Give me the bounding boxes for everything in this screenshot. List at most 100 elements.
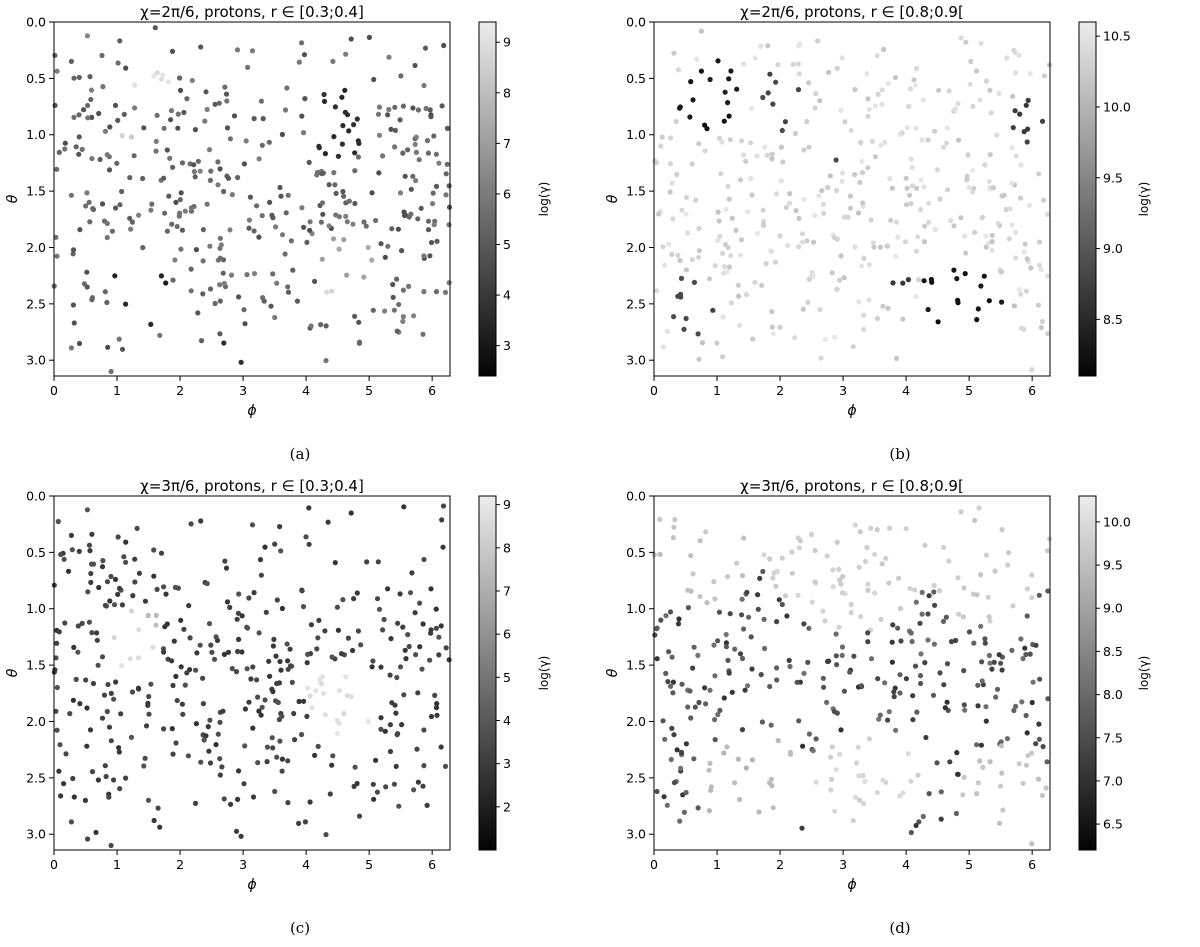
data-point-c xyxy=(205,724,211,730)
data-point-c xyxy=(220,708,226,714)
data-point-b xyxy=(678,275,685,281)
data-point-a xyxy=(177,197,183,203)
y-tick-label-c: 0.5 xyxy=(26,545,46,560)
panel-b: χ=2π/6, protons, r ∈ [0.8;0.9[0 1 2 3 4 5 6 0.0… xyxy=(600,0,1200,473)
data-point-a xyxy=(376,170,382,176)
scatter-plot-a: χ=2π/6, protons, r ∈ [0.3;0.4]0 1 2 3 4 5 60.0… xyxy=(5,3,551,419)
data-point-a xyxy=(161,125,167,131)
data-point-c xyxy=(123,559,129,565)
data-point-d xyxy=(922,542,928,548)
data-point-b xyxy=(674,172,680,178)
colorbar-a xyxy=(478,21,497,377)
data-point-c xyxy=(428,713,435,720)
data-point-a xyxy=(423,105,429,112)
y-tick-label-d: 1.0 xyxy=(626,601,646,616)
data-point-c xyxy=(132,579,138,585)
data-point-c xyxy=(234,616,240,622)
data-point-c xyxy=(378,664,384,670)
data-point-d xyxy=(1029,595,1035,601)
data-point-a xyxy=(85,115,91,121)
data-point-a xyxy=(234,47,241,53)
data-point-c xyxy=(207,760,214,766)
data-point-d xyxy=(923,734,929,741)
data-point-d xyxy=(654,625,660,631)
data-point-d xyxy=(1033,642,1039,648)
data-point-c xyxy=(103,603,109,609)
data-point-a xyxy=(412,141,418,147)
data-point-c xyxy=(308,622,314,628)
y-tick-label-b: 2.0 xyxy=(626,240,646,255)
data-point-a xyxy=(238,359,244,365)
data-point-b xyxy=(970,189,976,195)
data-point-a xyxy=(352,168,358,174)
data-point-b xyxy=(677,105,683,111)
data-point-a xyxy=(70,251,76,257)
data-point-c xyxy=(442,763,449,769)
data-point-a xyxy=(402,173,408,179)
data-point-a xyxy=(283,210,289,216)
y-axis-label-c: θ xyxy=(5,668,21,677)
data-point-a xyxy=(400,287,406,293)
data-point-d xyxy=(1033,741,1039,747)
data-point-d xyxy=(961,668,967,674)
data-point-d xyxy=(848,610,854,616)
data-point-c xyxy=(82,797,88,803)
data-point-c xyxy=(84,743,90,749)
data-point-c xyxy=(313,687,319,694)
data-point-b xyxy=(839,178,845,184)
data-point-d xyxy=(712,596,718,602)
data-point-b xyxy=(792,130,799,137)
data-point-a xyxy=(330,236,337,242)
data-point-c xyxy=(432,692,438,698)
data-point-d xyxy=(1045,696,1051,702)
data-point-b xyxy=(900,316,906,322)
data-point-d xyxy=(706,808,712,814)
data-point-d xyxy=(977,758,983,764)
data-point-c xyxy=(323,832,329,838)
data-point-b xyxy=(790,61,796,67)
data-point-a xyxy=(267,199,273,205)
data-point-a xyxy=(148,321,154,327)
data-point-a xyxy=(434,238,440,244)
data-point-d xyxy=(1023,762,1029,768)
data-point-a xyxy=(256,156,262,162)
data-point-d xyxy=(854,760,860,766)
data-point-d xyxy=(872,551,878,557)
data-point-c xyxy=(309,705,315,711)
data-point-c xyxy=(378,726,384,732)
data-point-b xyxy=(914,185,920,191)
data-point-c xyxy=(312,752,318,758)
data-point-b xyxy=(1044,273,1050,279)
y-tick-label-a: 2.0 xyxy=(26,240,46,255)
data-point-d xyxy=(975,780,981,786)
data-point-a xyxy=(218,242,224,248)
data-point-b xyxy=(1012,108,1018,114)
data-point-c xyxy=(53,655,59,661)
y-tick-label-a: 3.0 xyxy=(26,353,46,368)
data-point-d xyxy=(685,605,691,611)
data-point-d xyxy=(724,744,730,750)
data-point-d xyxy=(1029,699,1035,706)
data-point-d xyxy=(903,526,909,532)
data-point-c xyxy=(395,620,401,626)
data-point-c xyxy=(99,654,106,660)
data-point-c xyxy=(135,655,141,661)
data-point-b xyxy=(809,269,815,276)
data-point-b xyxy=(728,68,734,74)
data-point-b xyxy=(944,125,950,131)
data-point-b xyxy=(690,97,696,103)
data-point-a xyxy=(88,87,95,93)
data-point-d xyxy=(931,589,937,595)
data-point-c xyxy=(302,819,308,825)
data-point-b xyxy=(734,86,740,92)
data-point-c xyxy=(238,833,244,839)
data-point-a xyxy=(385,112,391,118)
data-point-b xyxy=(958,215,964,221)
data-point-d xyxy=(834,662,840,668)
colorbar-tick-label-d: 9.0 xyxy=(1103,601,1123,616)
data-point-c xyxy=(289,663,295,669)
data-point-c xyxy=(111,635,117,641)
data-point-a xyxy=(56,149,62,155)
data-point-a xyxy=(172,257,178,263)
data-point-d xyxy=(735,756,741,762)
